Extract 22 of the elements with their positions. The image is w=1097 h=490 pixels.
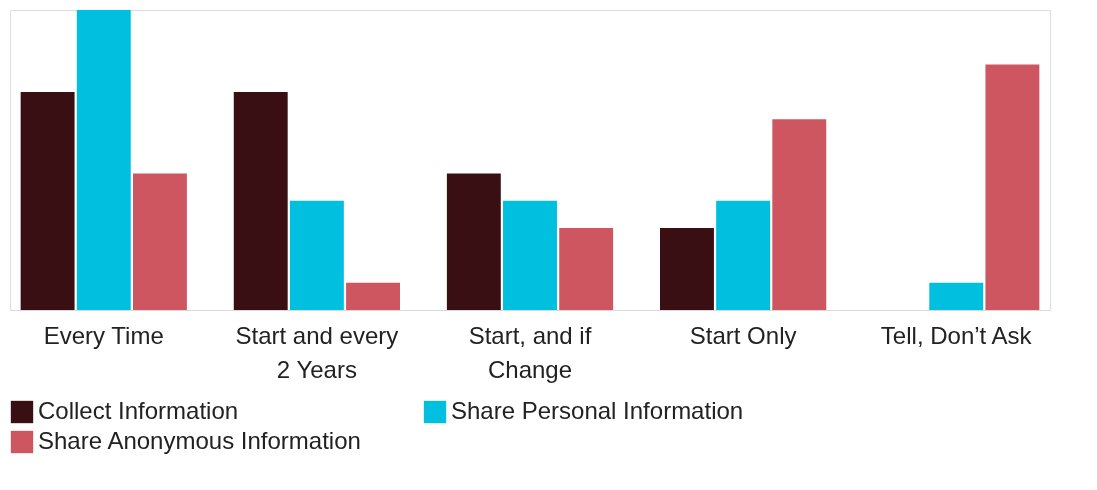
bar	[716, 200, 771, 310]
bar	[289, 200, 344, 310]
bar	[503, 200, 557, 310]
bar	[660, 228, 714, 310]
x-tick-label: Start and every 2 Years	[235, 321, 399, 383]
bar	[233, 91, 288, 310]
legend-label: Share Personal Information	[451, 397, 744, 424]
x-tick-label: Tell, Don’t Ask	[880, 321, 1033, 349]
bar	[985, 64, 1040, 310]
bar	[772, 119, 827, 310]
x-tick-label: Start Only	[689, 321, 797, 349]
legend-label: Collect Information	[38, 397, 239, 424]
x-tick-label: Every Time	[43, 321, 164, 349]
bar	[132, 173, 187, 310]
bar	[76, 10, 131, 310]
x-tick-label: Start, and if Change	[468, 321, 592, 383]
bar	[559, 228, 614, 310]
bar	[446, 173, 501, 310]
bar	[346, 282, 400, 310]
bar	[929, 282, 984, 310]
legend-label: Share Anonymous Information	[38, 427, 361, 454]
bar	[20, 91, 75, 310]
